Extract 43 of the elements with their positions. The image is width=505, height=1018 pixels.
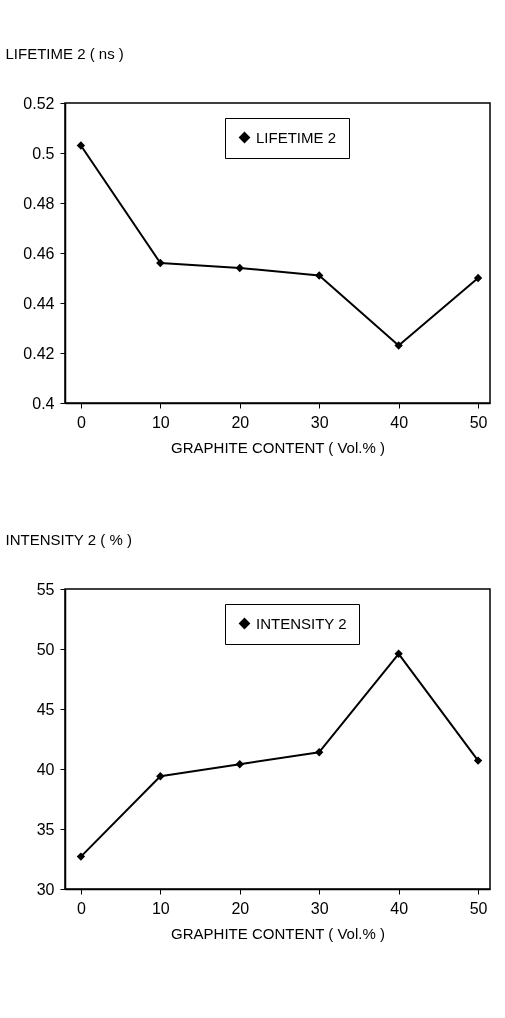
x-tick-label: 50 — [469, 413, 488, 431]
point — [315, 271, 324, 280]
y-tick-label: 30 — [36, 880, 55, 898]
x-tick-label: 10 — [151, 899, 170, 917]
point — [235, 263, 244, 273]
point — [315, 748, 324, 757]
x-tick-label: 50 — [469, 899, 488, 917]
legend-label: INTENSITY 2 — [256, 614, 347, 632]
x-tick-label: 0 — [76, 899, 86, 917]
y-tick-label: 0.46 — [23, 244, 55, 262]
point — [76, 852, 86, 861]
x-axis-title: GRAPHITE CONTENT ( Vol.% ) — [171, 924, 385, 942]
y-tick-label: 0.5 — [32, 144, 55, 162]
y-tick-label: 0.44 — [23, 294, 55, 312]
x-tick-label: 20 — [231, 899, 250, 917]
y-tick-label: 50 — [36, 640, 55, 658]
y-tick-label: 0.52 — [23, 94, 55, 112]
point — [235, 760, 244, 769]
point — [394, 649, 403, 658]
x-axis-title: GRAPHITE CONTENT ( Vol.% ) — [171, 438, 385, 456]
y-tick-label: 55 — [36, 580, 55, 598]
legend-label: LIFETIME 2 — [256, 128, 337, 146]
point — [76, 141, 86, 150]
x-tick-label: 0 — [76, 413, 86, 431]
y-tick-label: 40 — [36, 760, 55, 778]
point — [394, 341, 403, 350]
x-tick-label: 20 — [231, 413, 250, 431]
y-tick-label: 0.4 — [32, 394, 55, 412]
y-tick-label: 35 — [36, 820, 55, 838]
y-tick-label: 45 — [36, 700, 55, 718]
point — [473, 273, 483, 283]
y-tick-label: 0.42 — [23, 344, 55, 362]
x-tick-label: 30 — [310, 899, 329, 917]
y-axis-title: INTENSITY 2 ( % ) — [5, 530, 132, 548]
x-tick-label: 10 — [151, 413, 170, 431]
point — [156, 772, 165, 781]
x-tick-label: 30 — [310, 413, 329, 431]
x-tick-label: 40 — [390, 413, 409, 431]
y-axis-title: LIFETIME 2 ( ns ) — [5, 44, 124, 62]
point — [156, 258, 165, 268]
x-tick-label: 40 — [390, 899, 409, 917]
y-tick-label: 0.48 — [23, 194, 55, 212]
point — [473, 756, 483, 765]
